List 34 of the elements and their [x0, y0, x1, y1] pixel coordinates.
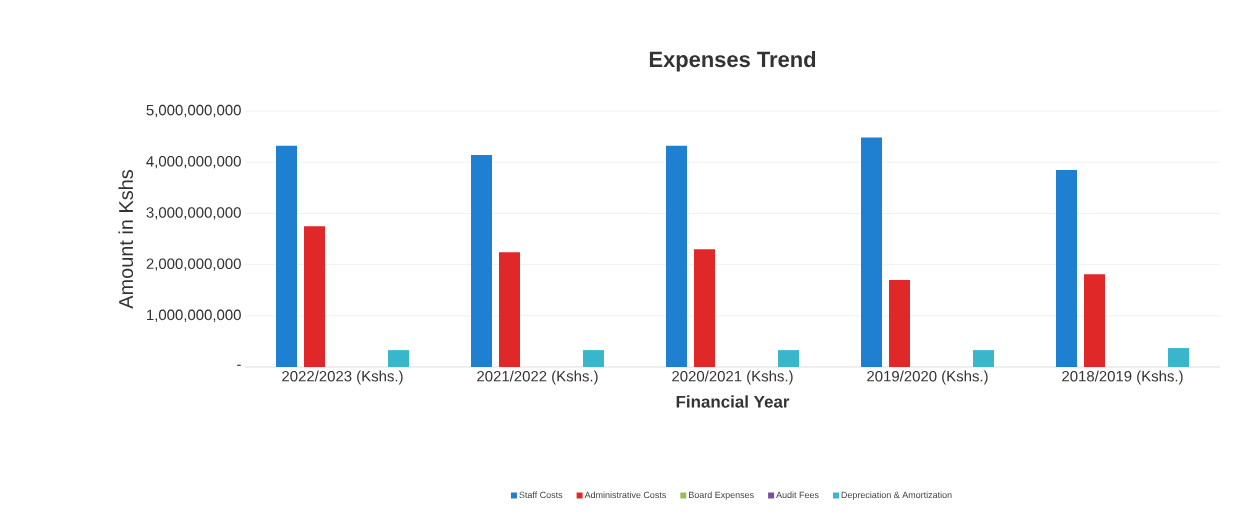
- legend-label: Depreciation & Amortization: [841, 491, 952, 500]
- bar: [666, 145, 687, 367]
- x-tick-label: 2019/2020 (Kshs.): [867, 370, 988, 385]
- y-tick-label: 5,000,000,000: [146, 104, 241, 118]
- x-tick-label: 2020/2021 (Kshs.): [672, 370, 793, 385]
- y-axis-title: Amount in Kshs: [118, 169, 134, 309]
- y-tick-label: -: [237, 364, 241, 366]
- legend-label: Staff Costs: [519, 491, 563, 499]
- bar: [889, 279, 911, 367]
- y-tick-label: 4,000,000,000: [146, 156, 241, 169]
- bar: [583, 350, 604, 367]
- bar: [304, 226, 325, 367]
- x-tick-label: 2018/2019 (Kshs.): [1062, 370, 1183, 385]
- bar: [694, 249, 715, 367]
- y-tick-label: 1,000,000,000: [147, 309, 241, 322]
- chart-title: Expenses Trend: [649, 51, 816, 72]
- bar: [861, 137, 883, 367]
- legend-label: Board Expenses: [689, 491, 754, 500]
- x-tick-label: 2022/2023 (Kshs.): [282, 370, 403, 385]
- y-tick-label: 3,000,000,000: [146, 207, 241, 220]
- x-tick-label: 2021/2022 (Kshs.): [477, 370, 598, 385]
- bar: [276, 145, 297, 367]
- bar: [471, 155, 492, 367]
- bar: [973, 350, 995, 367]
- x-axis-title: Financial Year: [676, 395, 790, 408]
- legend-label: Audit Fees: [776, 491, 819, 499]
- bar: [778, 350, 800, 367]
- bar: [499, 252, 520, 367]
- bar: [1168, 348, 1190, 367]
- legend-label: Administrative Costs: [584, 491, 666, 499]
- bar: [1056, 169, 1078, 367]
- bar: [388, 350, 409, 367]
- y-tick-label: 2,000,000,000: [146, 258, 241, 271]
- bar: [1084, 274, 1106, 367]
